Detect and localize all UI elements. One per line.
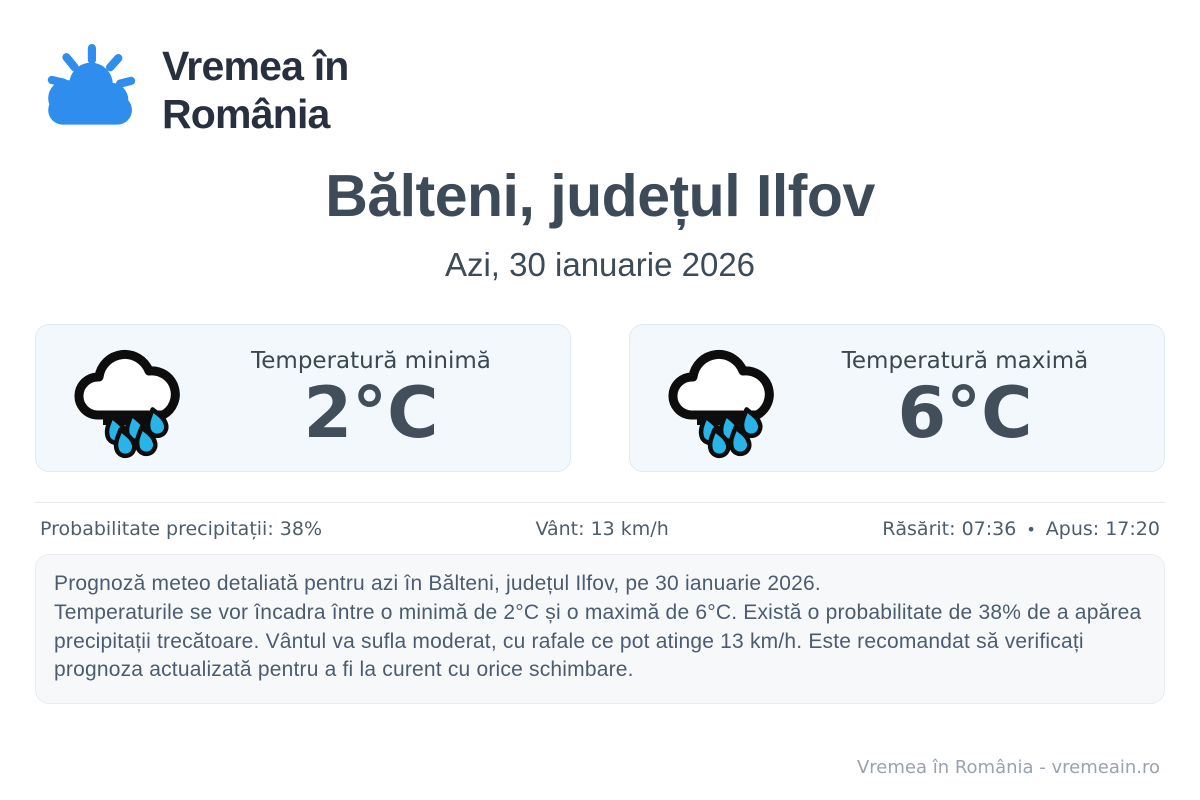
sunset-value: 17:20 xyxy=(1105,518,1160,540)
separator-dot: • xyxy=(1026,520,1036,539)
temp-min-text: Temperatură minimă 2°C xyxy=(192,348,550,448)
site-logo: Vremea în România xyxy=(0,0,500,140)
stat-precipitation: Probabilitate precipitații: 38% xyxy=(40,518,322,540)
header: Bălteni, județul Ilfov Azi, 30 ianuarie … xyxy=(0,162,1200,284)
rain-cloud-icon xyxy=(74,349,180,459)
forecast-description: Prognoză meteo detaliată pentru azi în B… xyxy=(35,554,1165,705)
logo-title-line1: Vremea în xyxy=(162,42,349,89)
sunset-label: Apus: xyxy=(1045,518,1106,540)
footer-credit: Vremea în România - vremeain.ro xyxy=(856,757,1160,778)
precipitation-value: 38% xyxy=(279,518,322,540)
temperature-cards: Temperatură minimă 2°C Temperatură maxim… xyxy=(35,324,1165,472)
precipitation-label: Probabilitate precipitații: xyxy=(40,518,280,540)
page-title: Bălteni, județul Ilfov xyxy=(325,163,875,229)
wind-value: 13 km/h xyxy=(590,518,669,540)
stats-row: Probabilitate precipitații: 38% Vânt: 13… xyxy=(40,518,1160,540)
divider xyxy=(35,502,1165,503)
temp-min-card: Temperatură minimă 2°C xyxy=(35,324,571,472)
page-subtitle: Azi, 30 ianuarie 2026 xyxy=(444,246,756,283)
wind-label: Vânt: xyxy=(535,518,591,540)
temp-max-text: Temperatură maximă 6°C xyxy=(786,348,1144,448)
sunrise-label: Răsărit: xyxy=(882,518,962,540)
temp-min-value: 2°C xyxy=(303,372,439,454)
temp-max-value: 6°C xyxy=(897,372,1033,454)
logo-title-line2: România xyxy=(162,91,330,137)
sun-behind-cloud-icon xyxy=(47,44,136,125)
temp-min-label: Temperatură minimă xyxy=(251,348,491,374)
stat-wind: Vânt: 13 km/h xyxy=(535,518,668,540)
sunrise-value: 07:36 xyxy=(961,518,1017,540)
temp-max-card: Temperatură maximă 6°C xyxy=(629,324,1165,472)
temp-max-label: Temperatură maximă xyxy=(841,348,1089,374)
stat-sun-times: Răsărit: 07:36 • Apus: 17:20 xyxy=(882,518,1160,540)
rain-cloud-icon xyxy=(668,349,774,459)
logo-title: Vremea în România xyxy=(162,42,349,139)
